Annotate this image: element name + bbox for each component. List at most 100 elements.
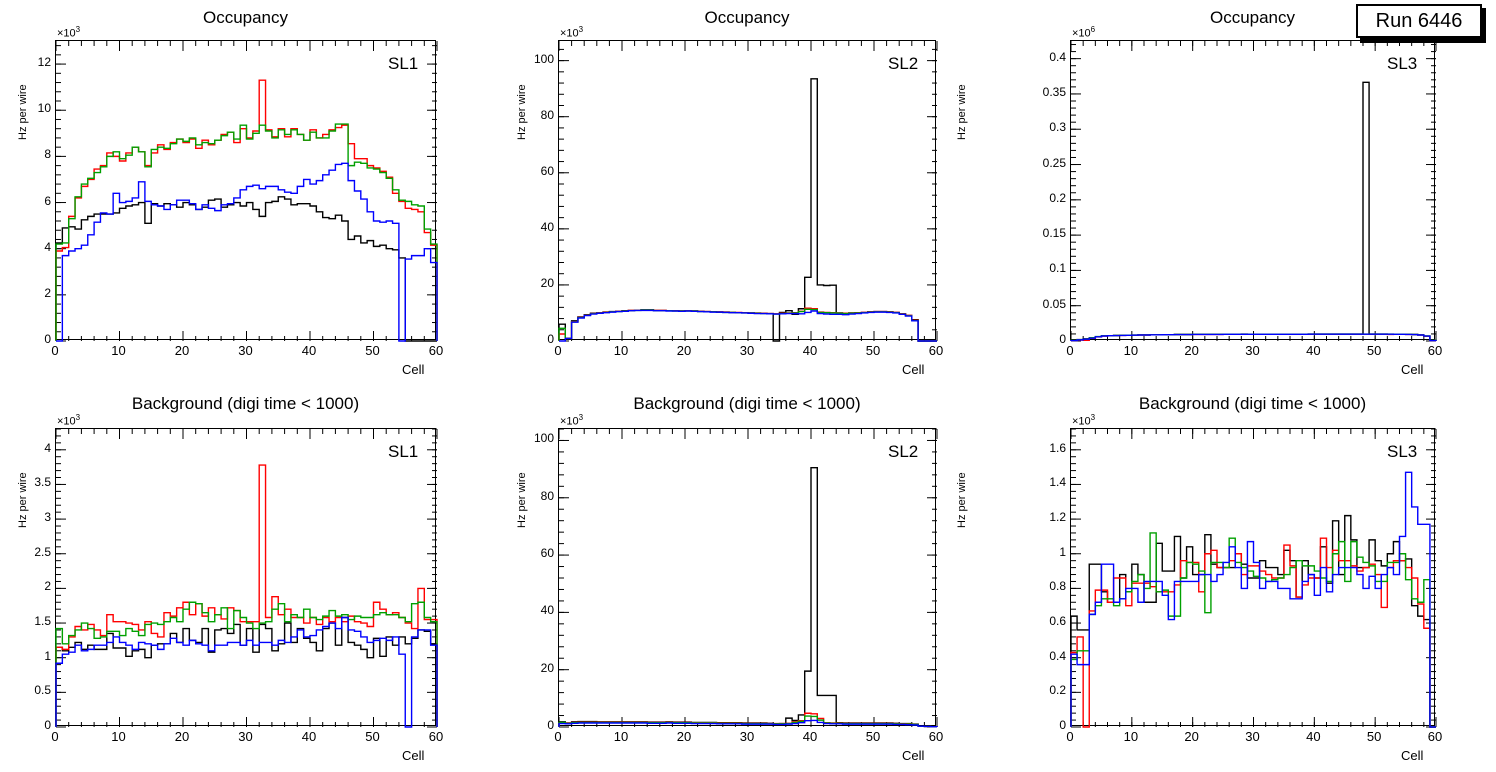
series-curve-1	[558, 78, 937, 342]
x-tick-label: 20	[174, 729, 190, 744]
y-tick-label: 0.4	[1049, 648, 1066, 663]
x-axis-title: Cell	[902, 748, 925, 763]
y-axis-exponent: ×103	[57, 25, 80, 40]
x-tick-label: 60	[928, 729, 944, 744]
y-tick-label: 10	[37, 101, 51, 116]
x-tick-label: 50	[865, 729, 881, 744]
x-axis-title: Cell	[402, 748, 425, 763]
y-tick-label: 0.1	[1049, 261, 1066, 276]
plot-panel-occupancy-sl1: Occupancy Hz per wire ×103 SL1 0 2 4 6 8 10 12 0 10 2…	[0, 0, 498, 386]
x-tick-label: 50	[365, 343, 380, 358]
y-exponent-base: ×10	[560, 27, 579, 40]
plot-curves	[55, 41, 438, 342]
superlayer-label: SL2	[888, 54, 919, 73]
plot-panel-background-sl1: Background (digi time < 1000) Hz per wire…	[0, 386, 498, 772]
x-tick-label: 0	[1066, 729, 1074, 744]
y-tick-label: 20	[540, 660, 554, 675]
x-tick-label: 40	[802, 729, 818, 744]
x-tick-label: 40	[301, 729, 317, 744]
y-exponent-power: 3	[578, 25, 584, 34]
y-tick-label: 3.5	[34, 475, 51, 490]
plot-frame	[1070, 40, 1437, 342]
series-curve-1	[1070, 514, 1436, 728]
x-tick-label: 20	[174, 343, 190, 358]
y-tick-label: 0	[1059, 718, 1066, 732]
y-exponent-power: 3	[75, 413, 81, 422]
x-tick-label: 50	[365, 729, 380, 744]
x-tick-label: 30	[739, 343, 755, 358]
y-tick-label: 100	[533, 51, 554, 66]
y-tick-label: 80	[540, 107, 554, 122]
plot-curves	[558, 41, 938, 342]
y-tick-label: 1.5	[34, 614, 51, 629]
series-curve-4	[558, 719, 938, 728]
y-tick-label: 3	[44, 510, 51, 525]
x-tick-label: 60	[428, 729, 444, 744]
series-curve-4	[56, 162, 438, 342]
run-badge-shadow-right	[1482, 8, 1486, 42]
x-tick-label: 50	[1366, 343, 1382, 358]
x-tick-label: 30	[1245, 343, 1260, 358]
x-tick-label: 20	[1184, 729, 1199, 744]
y-tick-label: 0.2	[1049, 190, 1066, 205]
y-exponent-power: 6	[1090, 25, 1096, 34]
y-tick-label: 0.35	[1042, 84, 1066, 99]
x-tick-label: 30	[238, 343, 253, 358]
panel-title: Occupancy	[1209, 8, 1296, 27]
y-axis-title: Hz per wire	[956, 472, 968, 528]
y-axis-exponent: ×103	[560, 413, 583, 428]
plot-frame	[55, 428, 438, 728]
x-tick-label: 50	[1366, 729, 1382, 744]
plot-panel-background-sl3: Background (digi time < 1000) Hz per wire…	[938, 386, 1442, 772]
y-tick-label: 0.15	[1042, 226, 1066, 241]
plot-frame	[558, 40, 938, 342]
x-tick-label: 10	[1123, 343, 1139, 358]
x-tick-label: 60	[1427, 343, 1443, 358]
y-tick-label: 2	[44, 285, 51, 300]
plot-curves	[558, 428, 938, 728]
superlayer-label: SL1	[388, 442, 419, 461]
plot-curves	[1070, 428, 1437, 728]
y-tick-label: 0	[44, 718, 51, 732]
plot-panel-background-sl2: Background (digi time < 1000) Hz per wire…	[498, 386, 943, 772]
y-axis-title: Hz per wire	[956, 84, 968, 140]
x-tick-label: 60	[428, 343, 444, 358]
x-tick-label: 50	[865, 343, 881, 358]
plot-curves	[1070, 41, 1437, 342]
y-tick-label: 0	[547, 332, 554, 346]
plot-panel-occupancy-sl2: Occupancy Hz per wire ×103 SL2 0 20 40 60 80 100 0…	[498, 0, 943, 386]
x-axis-title: Cell	[1401, 362, 1424, 377]
x-tick-label: 0	[554, 343, 562, 358]
y-tick-label: 0.8	[1049, 579, 1066, 594]
y-tick-label: 6	[44, 193, 51, 208]
y-tick-label: 0.05	[1042, 296, 1066, 311]
x-tick-label: 0	[1066, 343, 1074, 358]
y-tick-label: 1.4	[1049, 475, 1066, 490]
run-badge: Run 6446	[1356, 4, 1482, 38]
y-tick-label: 1	[44, 648, 51, 663]
series-curve-1	[55, 616, 438, 727]
y-tick-label: 40	[540, 603, 554, 618]
y-tick-label: 40	[540, 219, 554, 234]
x-axis-title: Cell	[902, 362, 925, 377]
y-tick-label: 1	[1059, 544, 1066, 559]
series-curve-3	[55, 123, 438, 341]
x-tick-label: 60	[928, 343, 944, 358]
x-tick-label: 20	[1184, 343, 1199, 358]
x-tick-label: 30	[1245, 729, 1260, 744]
y-tick-label: 1.2	[1049, 510, 1066, 525]
y-tick-label: 20	[540, 275, 554, 290]
x-tick-label: 40	[1306, 343, 1321, 358]
y-tick-label: 0.25	[1042, 155, 1066, 170]
x-tick-label: 20	[676, 343, 692, 358]
y-tick-label: 8	[44, 147, 51, 162]
series-curve-3	[55, 601, 438, 727]
superlayer-label: SL1	[388, 54, 419, 73]
x-tick-label: 60	[1427, 729, 1443, 744]
panel-title: Occupancy	[202, 8, 289, 27]
x-tick-label: 40	[1306, 729, 1321, 744]
x-tick-label: 10	[111, 343, 126, 358]
y-tick-label: 0.2	[1049, 683, 1066, 698]
x-axis-title: Cell	[402, 362, 425, 377]
